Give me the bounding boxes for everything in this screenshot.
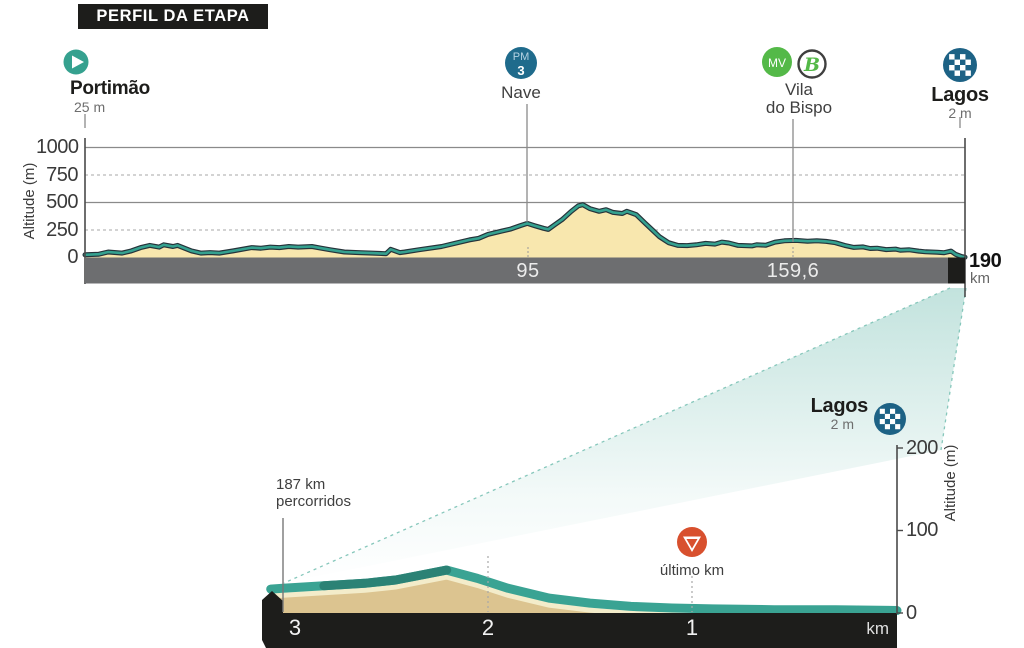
zoom-finish-icon-checker bbox=[884, 424, 890, 430]
finish-icon-checker bbox=[954, 59, 960, 65]
zoom-finish-icon-checker bbox=[879, 419, 885, 425]
mountain-pass-icon-pm-text: PM bbox=[513, 51, 530, 63]
sprint-icon bbox=[762, 47, 792, 77]
zoom-finish-icon-checker bbox=[895, 424, 901, 430]
sprint-icon-label: MV bbox=[768, 56, 786, 70]
main-distance-bar bbox=[85, 257, 948, 284]
zoom-road-shadow-flank bbox=[319, 565, 452, 591]
finish-icon-checker bbox=[954, 70, 960, 76]
zoom-finish-icon-checker bbox=[890, 408, 896, 414]
zoom-finish-icon-checker bbox=[879, 408, 885, 414]
start-icon-play-triangle bbox=[72, 55, 84, 69]
finish-icon-checker bbox=[949, 65, 955, 71]
mountain-pass-icon bbox=[505, 47, 537, 79]
main-profile-fill bbox=[85, 204, 965, 258]
zoom-axis-bar bbox=[262, 591, 897, 648]
zoom-finish-icon-checker bbox=[895, 413, 901, 419]
zoom-finish-icon-checker bbox=[890, 419, 896, 425]
main-distance-bar-final-km bbox=[948, 257, 965, 284]
mountain-pass-icon-category: 3 bbox=[517, 63, 524, 78]
bonus-icon-label: B bbox=[803, 54, 820, 76]
zoom-ground-fill bbox=[270, 579, 897, 620]
finish-icon-checker bbox=[965, 59, 971, 65]
finish-icon-checker bbox=[960, 54, 966, 60]
finish-icon-checker bbox=[949, 54, 955, 60]
magnifier-edge-left bbox=[283, 287, 951, 584]
magnifier-beam bbox=[284, 288, 966, 583]
zoom-finish-icon-checker bbox=[884, 413, 890, 419]
bonus-icon bbox=[797, 49, 827, 79]
last-km-icon-triangle-inner bbox=[686, 539, 698, 549]
finish-icon-checker bbox=[960, 65, 966, 71]
main-profile-line bbox=[83, 203, 967, 259]
finish-icon-checker bbox=[965, 70, 971, 76]
